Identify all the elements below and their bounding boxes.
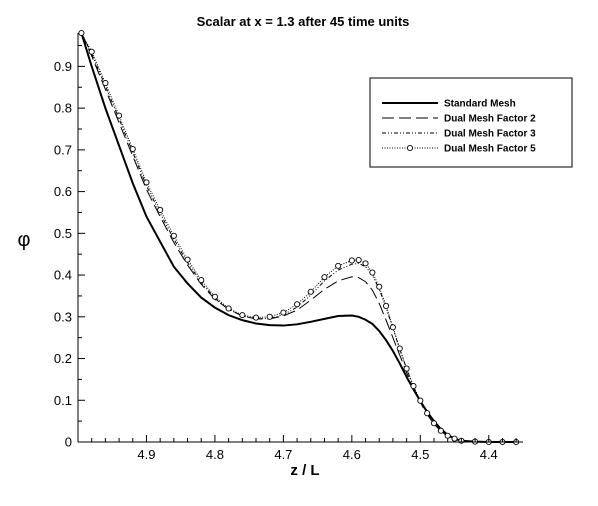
- series-marker-4: [355, 256, 362, 264]
- series-line-4: [80, 32, 517, 443]
- series-marker-4: [280, 309, 287, 316]
- series-marker-4: [348, 257, 355, 264]
- y-tick-label: 0.7: [54, 142, 72, 157]
- series-marker-4: [383, 302, 390, 309]
- series-marker-4: [294, 301, 301, 308]
- y-tick-label: 0.4: [54, 268, 72, 283]
- series-marker-4: [239, 312, 246, 319]
- series-marker-4: [321, 274, 328, 281]
- series-line-3: [80, 32, 517, 443]
- series-marker-4: [430, 420, 438, 427]
- series-marker-4: [88, 48, 95, 55]
- legend-label-3: Dual Mesh Factor 3: [444, 129, 536, 140]
- x-tick-label: 4.9: [137, 447, 155, 462]
- series-marker-4: [198, 277, 205, 284]
- legend: Standard Mesh Dual Mesh Factor 2 Dual Mesh…: [369, 77, 573, 168]
- series-marker-4: [335, 262, 342, 269]
- series-marker-4: [211, 293, 218, 300]
- x-axis-label: z / L: [290, 462, 319, 479]
- legend-label-1: Standard Mesh: [444, 99, 516, 110]
- series-marker-4: [403, 365, 410, 372]
- series-marker-4: [369, 269, 376, 276]
- legend-label-2: Dual Mesh Factor 2: [444, 114, 536, 125]
- series-marker-4: [437, 427, 444, 434]
- x-tick-label: 4.4: [480, 447, 498, 462]
- legend-box: [369, 77, 573, 168]
- legend-marker: [406, 144, 414, 152]
- series-marker-4: [78, 29, 85, 37]
- series-marker-4: [451, 435, 458, 442]
- series-marker-4: [307, 288, 314, 295]
- series-marker-4: [362, 260, 369, 267]
- x-tick-label: 4.8: [206, 447, 224, 462]
- x-tick-label: 4.6: [343, 447, 361, 462]
- series-marker-4: [157, 206, 164, 214]
- y-axis-label: φ: [18, 229, 31, 251]
- legend-label-4: Dual Mesh Factor 5: [444, 144, 536, 155]
- series-marker-4: [129, 145, 136, 153]
- y-tick-label: 0.2: [54, 351, 72, 366]
- series-marker-4: [417, 397, 424, 404]
- y-tick-label: 0.8: [54, 101, 72, 116]
- series-marker-4: [225, 305, 232, 312]
- series-marker-4: [376, 283, 383, 290]
- series-marker-4: [266, 313, 273, 320]
- y-tick-label: 0.9: [54, 59, 72, 74]
- y-tick-label: 0.6: [54, 184, 72, 199]
- x-tick-label: 4.7: [274, 447, 292, 462]
- series-marker-4: [424, 410, 431, 417]
- axes: 0 0.1 0.2 0.3 0.4 0.5 0.6 0.7 0.8 0.9 4.9 4.8 4.7 4.6…: [54, 33, 523, 462]
- y-tick-label: 0.5: [54, 226, 72, 241]
- series-marker-4: [444, 432, 451, 439]
- series-line-2: [80, 32, 517, 443]
- series-marker-4: [252, 314, 260, 321]
- y-tick-label: 0.1: [54, 393, 72, 408]
- y-tick-label: 0.3: [54, 309, 72, 324]
- series-marker-4: [143, 179, 150, 186]
- y-tick-label: 0: [65, 435, 72, 450]
- series-marker-4: [410, 383, 417, 390]
- chart-title: Scalar at x = 1.3 after 45 time units: [197, 14, 410, 29]
- series-marker-4: [116, 112, 123, 119]
- series-marker-4: [170, 232, 177, 239]
- series-marker-4: [184, 256, 191, 263]
- series-marker-4: [102, 80, 109, 87]
- series-marker-4: [396, 345, 403, 352]
- series-marker-4: [389, 324, 396, 331]
- x-tick-label: 4.5: [411, 447, 429, 462]
